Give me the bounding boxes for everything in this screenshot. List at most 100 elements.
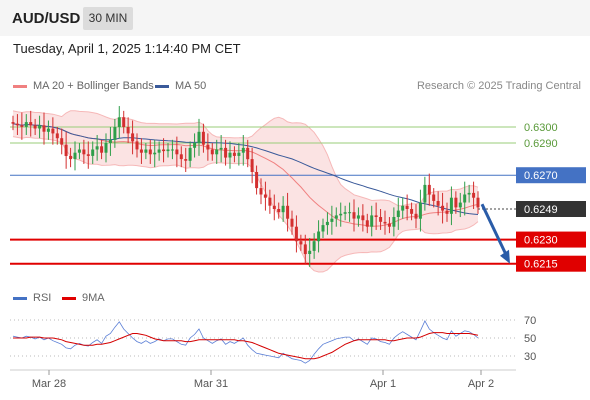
candle-body <box>476 197 480 208</box>
level-labels: 0.6300 0.6290 0.6270 0.6249 0.6230 0.6215 <box>516 122 586 272</box>
candle-body <box>374 215 378 217</box>
bollinger-lower-line <box>12 136 479 273</box>
candle-body <box>356 215 360 219</box>
candle-body <box>153 152 157 155</box>
rsi-legend-swatch <box>13 297 27 300</box>
rsi-level-label-30: 30 <box>524 351 536 363</box>
x-tick-label: Apr 1 <box>370 378 396 390</box>
candle-body <box>210 149 214 155</box>
candle-body <box>108 139 112 143</box>
candle-body <box>193 143 197 148</box>
candle-body <box>144 149 148 153</box>
level-label-0.6230: 0.6230 <box>524 235 558 247</box>
candle-body <box>365 220 369 227</box>
forecast-arrow-shaft <box>480 203 509 258</box>
candle-body <box>458 202 462 208</box>
candle-body <box>472 192 476 198</box>
candle-body <box>20 125 24 127</box>
candle-body <box>69 155 73 160</box>
timestamp: Tuesday, April 1, 2025 1:14:40 PM CET <box>13 41 241 56</box>
candle-body <box>122 117 126 127</box>
candle-body <box>436 201 440 206</box>
candle-body <box>361 215 365 221</box>
bollinger-upper-line <box>12 110 479 207</box>
rsi-level-label-50: 50 <box>524 333 536 345</box>
candle-body <box>170 149 174 151</box>
header-bar: AUD/USD 30 MIN <box>0 0 590 36</box>
candle-body <box>432 194 436 201</box>
rsi-ma-legend-label: 9MA <box>82 292 105 304</box>
candle-body <box>117 117 121 127</box>
candle-body <box>263 194 267 198</box>
candle-body <box>259 188 263 195</box>
candles <box>11 106 480 267</box>
rsi-level-label-70: 70 <box>524 315 536 327</box>
candle-body <box>29 122 33 126</box>
level-label-bg-0.6249 <box>516 201 586 217</box>
candle-body <box>294 226 298 242</box>
candle-body <box>348 212 352 214</box>
candle-body <box>175 149 179 155</box>
candle-body <box>131 133 135 142</box>
candle-body <box>15 123 19 126</box>
candle-body <box>126 127 130 134</box>
candle-body <box>232 152 236 156</box>
moving-averages <box>12 123 479 227</box>
candle-body <box>86 154 90 156</box>
candle-body <box>396 210 400 217</box>
rsi-ma-line <box>13 332 479 360</box>
candle-body <box>441 205 445 211</box>
candle-body <box>343 212 347 214</box>
candle-body <box>42 125 46 132</box>
ma50-legend-label: MA 50 <box>175 80 207 92</box>
candle-body <box>24 122 28 127</box>
level-label-0.6300: 0.6300 <box>524 122 558 134</box>
candle-body <box>290 218 294 227</box>
candle-body <box>255 172 259 189</box>
candle-body <box>51 128 55 134</box>
candle-body <box>33 125 37 129</box>
candle-body <box>401 205 405 211</box>
candle-body <box>281 205 285 213</box>
x-axis: Mar 28 Mar 31 Apr 1 Apr 2 <box>10 369 516 390</box>
candle-body <box>113 127 117 140</box>
candle-body <box>201 131 205 145</box>
level-label-bg-0.6230 <box>516 231 586 248</box>
candle-body <box>299 241 303 245</box>
candle-body <box>463 194 467 203</box>
candle-body <box>148 149 152 155</box>
timeframe-badge[interactable]: 30 MIN <box>83 7 133 30</box>
candle-body <box>312 241 316 251</box>
candle-body <box>188 147 192 161</box>
candle-body <box>418 202 422 219</box>
level-label-bg-0.6270 <box>516 167 586 184</box>
instrument-title: AUD/USD <box>12 10 81 27</box>
candle-body <box>215 149 219 155</box>
candle-body <box>224 147 228 158</box>
candle-body <box>82 149 86 155</box>
level-label-0.6215: 0.6215 <box>524 259 558 271</box>
candle-body <box>449 197 453 214</box>
candle-body <box>339 213 343 216</box>
rsi-legend-label: RSI <box>33 292 52 304</box>
candle-body <box>206 144 210 150</box>
ma50-legend-swatch <box>155 85 169 88</box>
x-tick-label: Mar 31 <box>194 378 228 390</box>
candle-body <box>379 217 383 222</box>
candle-body <box>330 218 334 222</box>
rsi-line <box>12 320 479 364</box>
candle-body <box>370 215 374 227</box>
candle-body <box>162 149 166 152</box>
x-tick-label: Mar 28 <box>32 378 66 390</box>
candle-body <box>405 205 409 209</box>
candle-body <box>303 244 307 255</box>
candle-body <box>139 149 143 153</box>
candle-body <box>73 152 77 160</box>
candle-body <box>197 131 201 144</box>
candle-body <box>427 184 431 195</box>
candle-body <box>38 125 42 129</box>
candle-body <box>414 213 418 219</box>
candle-body <box>272 205 276 209</box>
bollinger-band <box>12 110 479 273</box>
